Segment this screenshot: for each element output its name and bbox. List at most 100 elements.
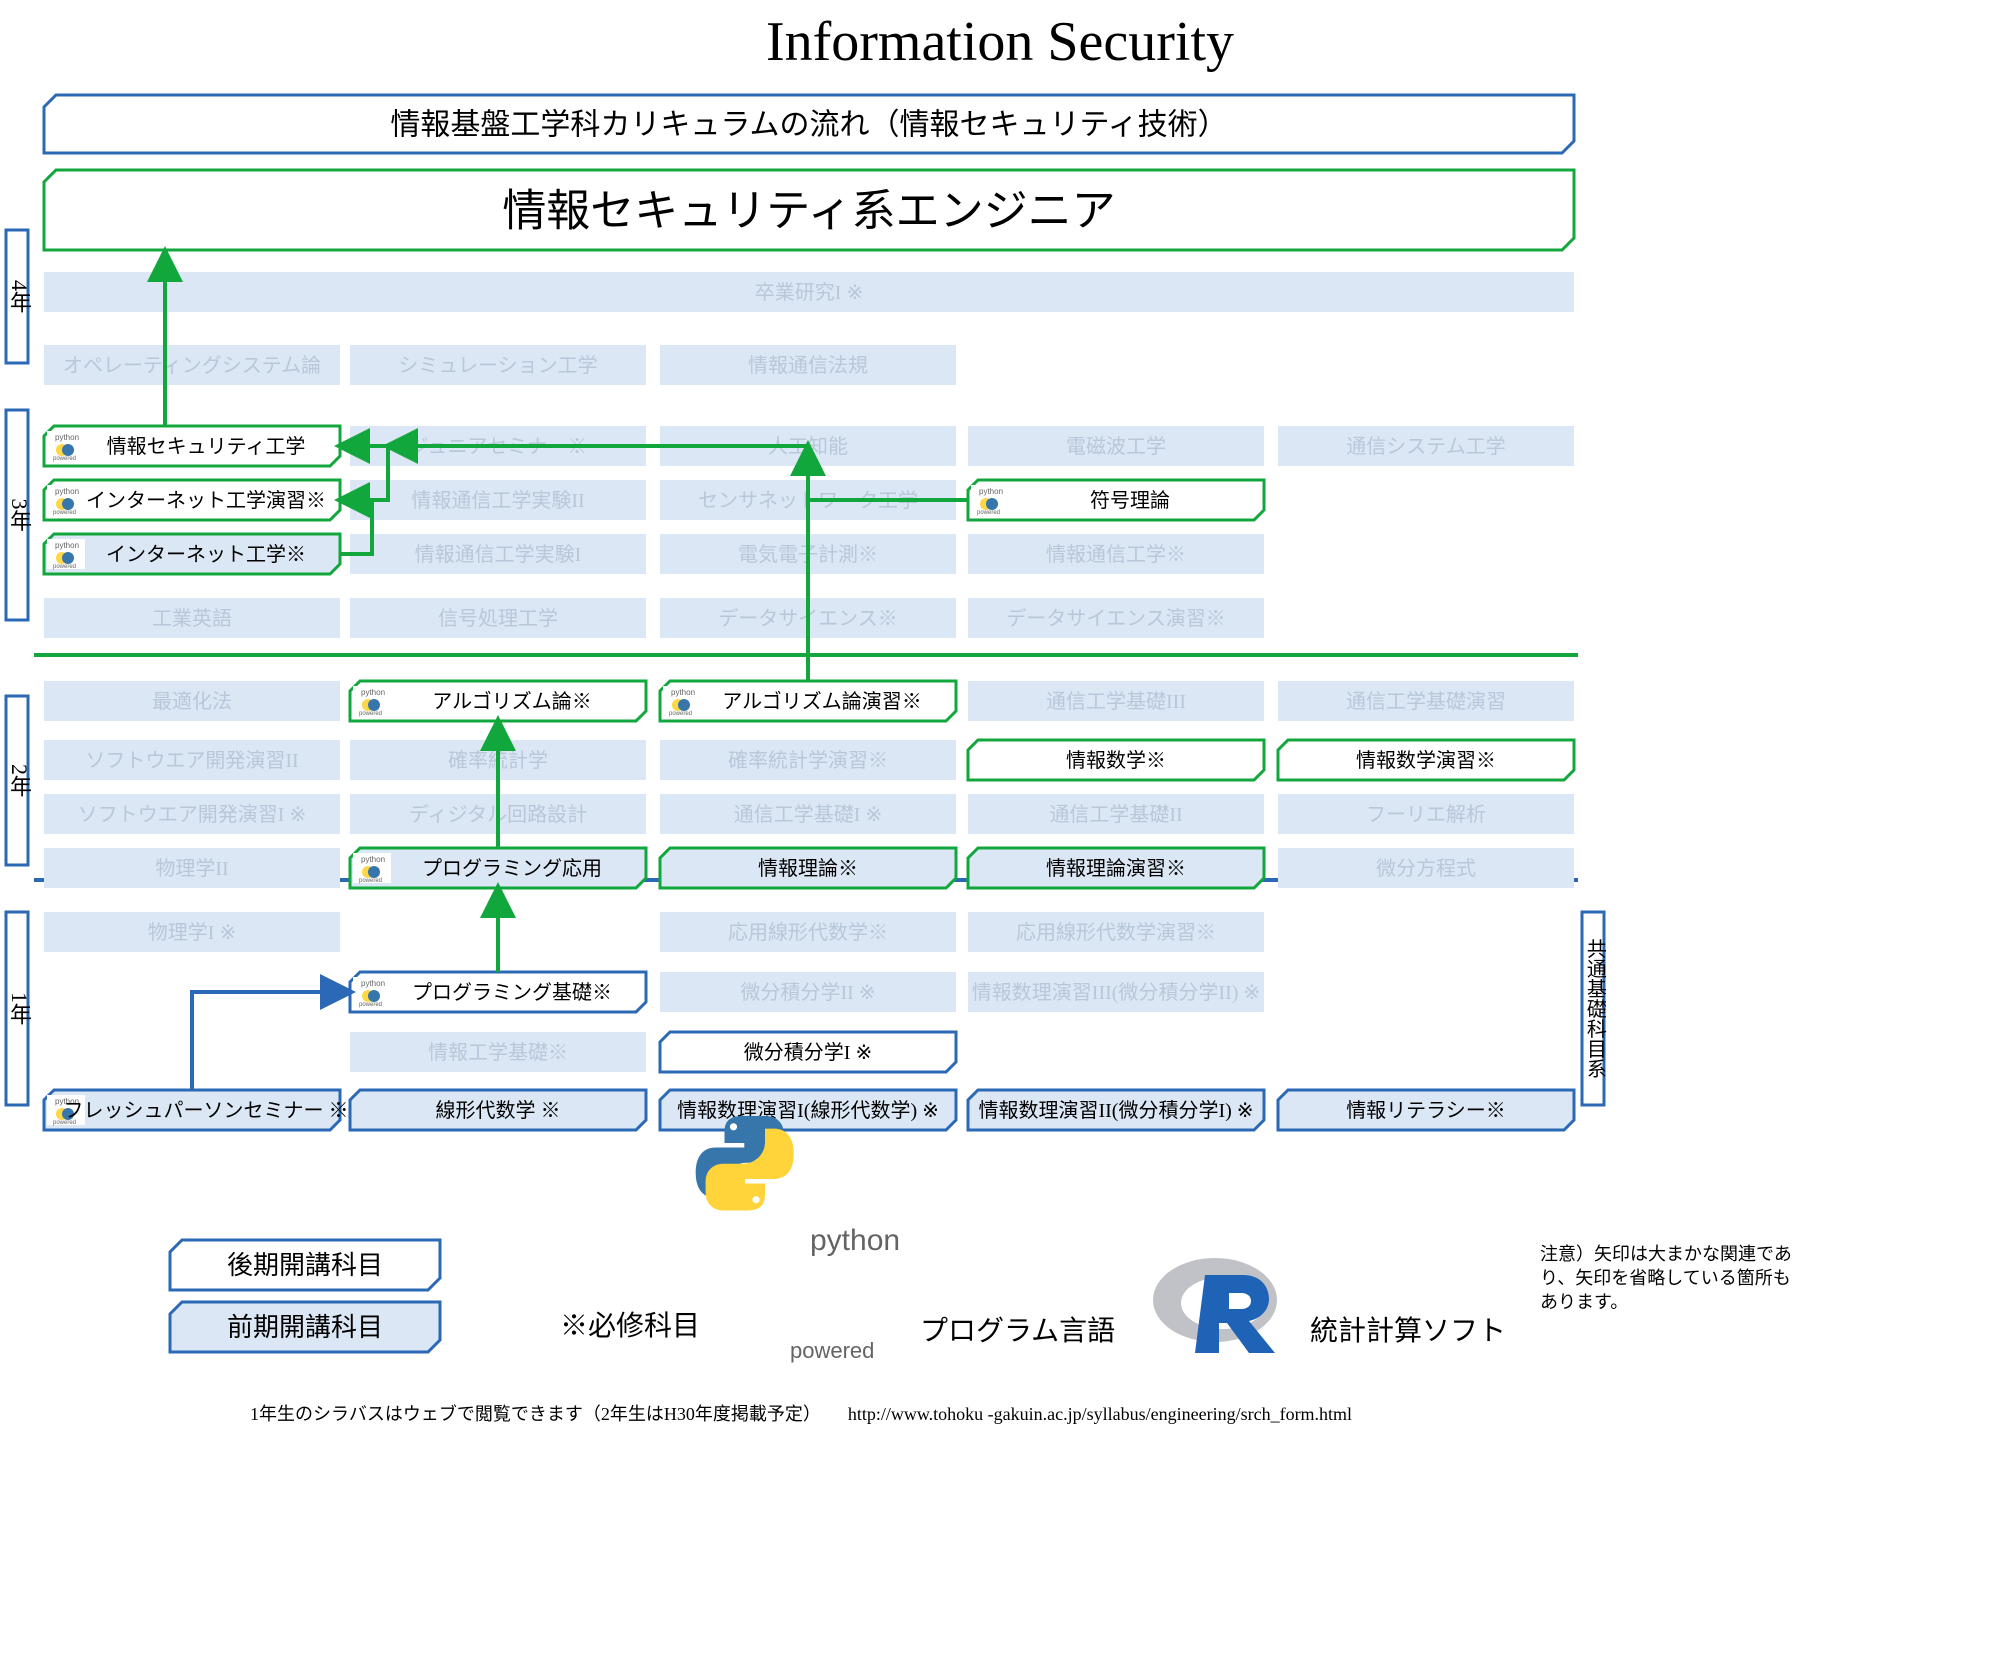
course-label: アルゴリズム論演習※ xyxy=(722,690,921,713)
course-label: オペレーティングシステム論 xyxy=(63,354,321,377)
course-label: 情報通信工学※ xyxy=(1046,543,1186,566)
course-box: 電磁波工学 xyxy=(968,426,1264,466)
svg-text:共通基礎科目系: 共通基礎科目系 xyxy=(1583,938,1606,1078)
course-label: 情報通信法規 xyxy=(748,354,868,377)
course-label: 情報通信工学実験II xyxy=(411,489,584,512)
svg-text:3年: 3年 xyxy=(7,499,32,532)
course-label: 通信工学基礎III xyxy=(1046,690,1186,713)
course-label: フーリエ解析 xyxy=(1366,803,1486,826)
course-label: 情報リテラシー※ xyxy=(1346,1099,1506,1122)
course-box: 物理学II xyxy=(44,848,340,888)
course-label: 情報通信工学実験I xyxy=(415,543,582,566)
legend-stat: 統計計算ソフト xyxy=(1310,1315,1506,1347)
course-box: 情報数理演習III(微分積分学II) ※ xyxy=(968,972,1264,1012)
course-label: 微分積分学I ※ xyxy=(744,1041,872,1064)
course-box: データサイエンス演習※ xyxy=(968,598,1264,638)
course-label: 情報セキュリティ工学 xyxy=(107,435,306,458)
course-label: 応用線形代数学※ xyxy=(728,921,888,944)
year-rail-2年: 2年 xyxy=(6,696,32,865)
course-label: インターネット工学※ xyxy=(106,543,306,566)
course-box: 情報理論※ xyxy=(660,848,956,888)
course-box: 応用線形代数学※ xyxy=(660,912,956,952)
course-box: 情報数理演習I(線形代数学) ※ xyxy=(660,1090,956,1130)
course-label: 物理学I ※ xyxy=(148,921,236,944)
year-rail-4年: 4年 xyxy=(6,230,32,363)
r-logo-icon xyxy=(1153,1258,1277,1353)
right-rail: 共通基礎科目系 xyxy=(1582,912,1606,1105)
course-box: 卒業研究I ※ xyxy=(44,272,1574,312)
python-icon xyxy=(353,977,391,1008)
course-label: ソフトウエア開発演習I ※ xyxy=(78,803,306,826)
course-box: 情報数学※ xyxy=(968,740,1264,780)
course-box: 通信工学基礎III xyxy=(968,681,1264,721)
course-box: 確率統計学演習※ xyxy=(660,740,956,780)
course-box: 通信工学基礎II xyxy=(968,794,1264,834)
note-line: あります。 xyxy=(1540,1292,1628,1312)
course-box: 情報通信工学実験II xyxy=(350,480,646,520)
year-rail-1年: 1年 xyxy=(6,912,32,1105)
course-label: シミュレーション工学 xyxy=(398,354,597,377)
course-label: フレッシュパーソンセミナー ※ xyxy=(64,1100,349,1122)
course-label: 最適化法 xyxy=(152,690,232,713)
footer-text: 1年生のシラバスはウェブで閲覧できます（2年生はH30年度掲載予定） http:… xyxy=(250,1403,1352,1424)
course-box: 最適化法 xyxy=(44,681,340,721)
course-label: 物理学II xyxy=(155,857,228,880)
course-box: アルゴリズム論※ xyxy=(350,681,646,721)
course-box: ソフトウエア開発演習I ※ xyxy=(44,794,340,834)
course-label: 情報数理演習II(微分積分学I) ※ xyxy=(978,1099,1253,1122)
header-career-goal: 情報セキュリティ系エンジニア xyxy=(44,170,1574,250)
svg-text:情報セキュリティ系エンジニア: 情報セキュリティ系エンジニア xyxy=(502,186,1115,235)
course-box: 情報通信工学※ xyxy=(968,534,1264,574)
legend-early: 前期開講科目 xyxy=(170,1302,440,1352)
course-box: 情報セキュリティ工学 xyxy=(44,426,340,466)
course-label: アルゴリズム論※ xyxy=(432,690,591,713)
course-box: ソフトウエア開発演習II xyxy=(44,740,340,780)
course-box: 情報通信法規 xyxy=(660,345,956,385)
course-box: 微分積分学I ※ xyxy=(660,1032,956,1072)
note-line: り、矢印を省略している箇所も xyxy=(1540,1268,1791,1288)
course-box: 情報理論演習※ xyxy=(968,848,1264,888)
course-label: 応用線形代数学演習※ xyxy=(1016,921,1216,944)
course-box: 応用線形代数学演習※ xyxy=(968,912,1264,952)
course-box: オペレーティングシステム論 xyxy=(44,345,340,385)
course-box: 情報数学演習※ xyxy=(1278,740,1574,780)
course-box: 微分積分学II ※ xyxy=(660,972,956,1012)
course-box: 符号理論 xyxy=(968,480,1264,520)
course-label: 線形代数学 ※ xyxy=(436,1099,561,1122)
year-rail-3年: 3年 xyxy=(6,410,32,620)
course-box: 信号処理工学 xyxy=(350,598,646,638)
course-box: 物理学I ※ xyxy=(44,912,340,952)
python-powered-word: powered xyxy=(790,1338,874,1363)
course-box: 情報工学基礎※ xyxy=(350,1032,646,1072)
svg-text:後期開講科目: 後期開講科目 xyxy=(227,1251,383,1280)
flow-arrow xyxy=(192,992,350,1090)
course-box: 通信工学基礎I ※ xyxy=(660,794,956,834)
course-label: 情報数学※ xyxy=(1066,749,1166,772)
course-label: 符号理論 xyxy=(1090,489,1170,512)
course-label: 通信工学基礎II xyxy=(1049,803,1182,826)
course-label: 情報数理演習I(線形代数学) ※ xyxy=(677,1099,939,1122)
python-word: python xyxy=(810,1224,900,1257)
course-box: 通信システム工学 xyxy=(1278,426,1574,466)
svg-text:1年: 1年 xyxy=(7,992,32,1025)
course-label: 通信工学基礎演習 xyxy=(1346,690,1506,713)
course-box: インターネット工学演習※ xyxy=(44,480,340,520)
note-line: 注意）矢印は大まかな関連であ xyxy=(1540,1244,1792,1264)
course-label: 通信工学基礎I ※ xyxy=(734,803,882,826)
python-icon xyxy=(353,853,391,884)
course-box: 微分方程式 xyxy=(1278,848,1574,888)
course-box: 情報通信工学実験I xyxy=(350,534,646,574)
svg-text:2年: 2年 xyxy=(7,764,32,797)
course-label: 情報数理演習III(微分積分学II) ※ xyxy=(972,981,1260,1004)
course-box: インターネット工学※ xyxy=(44,534,340,574)
legend-lang: プログラム言語 xyxy=(920,1315,1115,1347)
course-box: アルゴリズム論演習※ xyxy=(660,681,956,721)
course-box: フーリエ解析 xyxy=(1278,794,1574,834)
course-box: プログラミング基礎※ xyxy=(350,972,646,1012)
page-title: Information Security xyxy=(766,11,1234,73)
course-label: 工業英語 xyxy=(152,607,232,630)
course-label: 信号処理工学 xyxy=(438,607,558,630)
course-label: 電磁波工学 xyxy=(1066,435,1166,458)
course-box: 情報数理演習II(微分積分学I) ※ xyxy=(968,1090,1264,1130)
course-label: 卒業研究I ※ xyxy=(755,281,863,304)
